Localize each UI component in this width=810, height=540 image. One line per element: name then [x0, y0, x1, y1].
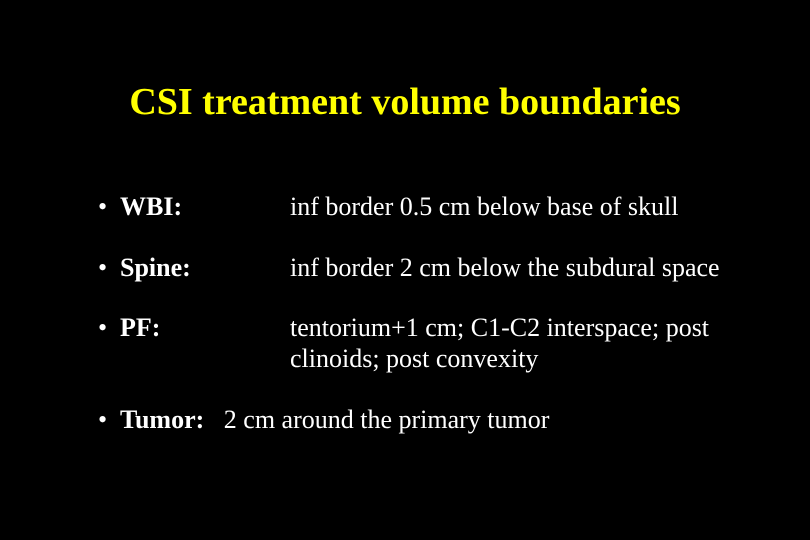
slide: CSI treatment volume boundaries • WBI: i…	[0, 0, 810, 540]
bullet-icon: •	[98, 405, 120, 436]
bullet-row-tumor: • Tumor: 2 cm around the primary tumor	[98, 405, 750, 436]
slide-title: CSI treatment volume boundaries	[0, 80, 810, 124]
row-desc-spine: inf border 2 cm below the subdural space	[290, 253, 750, 284]
row-label-wbi: WBI:	[120, 192, 290, 223]
slide-content: • WBI: inf border 0.5 cm below base of s…	[98, 192, 750, 435]
row-desc-tumor: 2 cm around the primary tumor	[224, 405, 550, 434]
row-desc-wbi: inf border 0.5 cm below base of skull	[290, 192, 750, 223]
row-label-pf: PF:	[120, 313, 290, 374]
bullet-icon: •	[98, 253, 120, 284]
bullet-row-wbi: • WBI: inf border 0.5 cm below base of s…	[98, 192, 750, 223]
row-label-tumor: Tumor:	[120, 405, 204, 434]
bullet-row-spine: • Spine: inf border 2 cm below the subdu…	[98, 253, 750, 284]
bullet-icon: •	[98, 192, 120, 223]
row-desc-pf: tentorium+1 cm; C1-C2 interspace; post c…	[290, 313, 750, 374]
bullet-row-pf: • PF: tentorium+1 cm; C1-C2 interspace; …	[98, 313, 750, 374]
row-label-spine: Spine:	[120, 253, 290, 284]
bullet-icon: •	[98, 313, 120, 374]
